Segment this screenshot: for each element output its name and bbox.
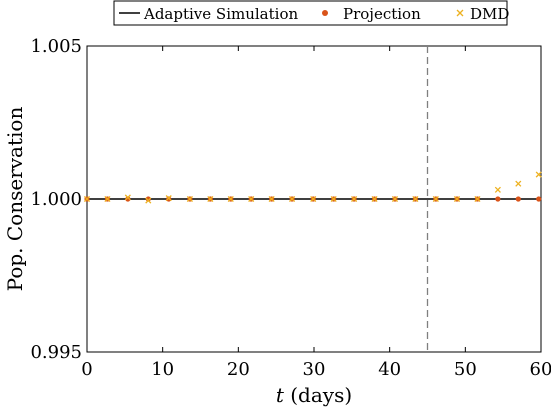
x-axis-label: t (days) xyxy=(276,383,352,407)
projection-point xyxy=(536,196,542,202)
y-tick-label: 1.005 xyxy=(30,36,82,57)
projection-point xyxy=(495,196,501,202)
dmd-point xyxy=(535,171,542,178)
marks xyxy=(83,46,542,352)
projection-point xyxy=(515,196,521,202)
dmd-point xyxy=(288,195,296,203)
dmd-point xyxy=(104,195,111,203)
x-tick-label: 50 xyxy=(454,359,477,380)
dmd-point xyxy=(268,195,275,203)
x-tick-label: 40 xyxy=(378,359,401,380)
legend: Adaptive Simulation Projection DMD xyxy=(113,0,509,26)
dmd-point xyxy=(248,195,255,203)
legend-label-adaptive: Adaptive Simulation xyxy=(143,5,298,23)
dmd-point xyxy=(330,195,337,203)
legend-box xyxy=(113,0,508,26)
x-tick-label: 0 xyxy=(81,359,92,380)
x-tick-label: 60 xyxy=(530,359,551,380)
ticks: 0 10 20 30 40 50 60 0.995 1.000 1.005 xyxy=(30,36,551,380)
dmd-point xyxy=(186,195,193,203)
dmd-point xyxy=(124,194,131,201)
dmd-point xyxy=(83,195,91,203)
dmd-point xyxy=(351,195,358,203)
x-tick-label: 10 xyxy=(151,359,174,380)
legend-label-dmd: DMD xyxy=(470,5,509,23)
dmd-point xyxy=(371,195,378,203)
dmd-point xyxy=(412,195,419,203)
dmd-point xyxy=(165,195,172,202)
projection-point xyxy=(145,196,151,202)
legend-cross-swatch xyxy=(456,9,464,17)
y-axis-label: Pop. Conservation xyxy=(3,107,27,292)
dmd-point xyxy=(453,195,461,203)
x-tick-label: 20 xyxy=(227,359,250,380)
dmd-point xyxy=(207,195,214,203)
legend-label-projection: Projection xyxy=(343,5,421,23)
y-tick-label: 1.000 xyxy=(30,189,82,210)
dmd-point xyxy=(432,195,439,203)
dmd-point xyxy=(227,195,234,203)
dmd-point xyxy=(515,180,522,187)
x-tick-label: 30 xyxy=(303,359,326,380)
dmd-point xyxy=(145,197,152,204)
dmd-point xyxy=(310,195,317,203)
dmd-point xyxy=(391,195,399,203)
projection-point xyxy=(125,196,131,202)
dmd-point xyxy=(494,186,501,193)
dmd-point xyxy=(474,195,481,203)
y-tick-label: 0.995 xyxy=(30,342,82,363)
legend-dot-swatch xyxy=(322,10,328,16)
